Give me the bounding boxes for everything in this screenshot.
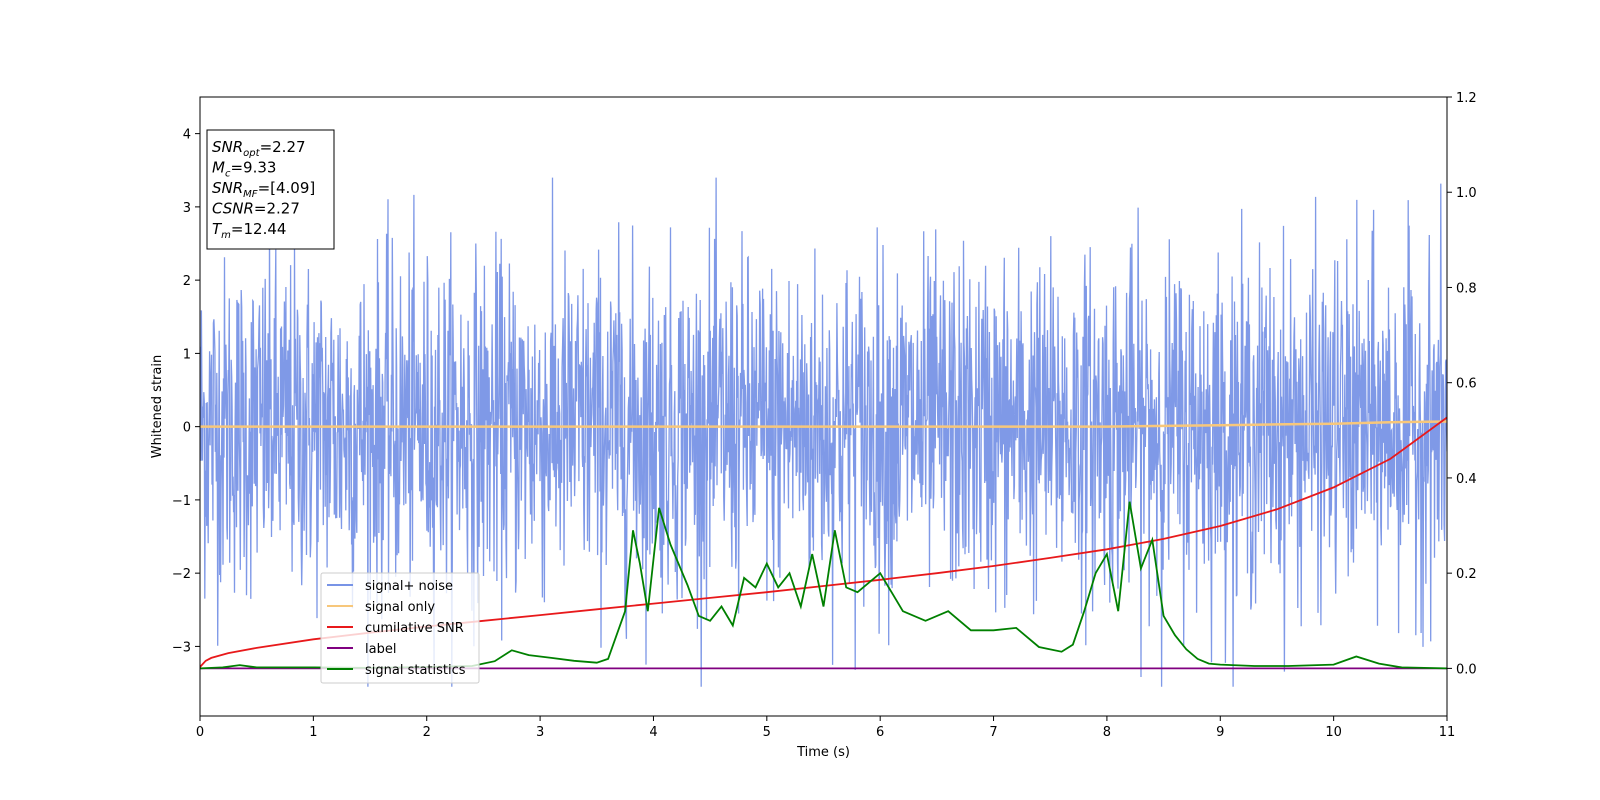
right-y-tick-label: 0.4 bbox=[1456, 472, 1477, 487]
info-line-main: T bbox=[212, 220, 223, 238]
info-line-value: =2.27 bbox=[260, 138, 306, 156]
y-tick-label: 3 bbox=[183, 201, 191, 216]
info-line: SNRMF=[4.09] bbox=[212, 179, 315, 200]
info-line-sub: m bbox=[221, 230, 231, 241]
right-y-tick-label: 1.0 bbox=[1456, 186, 1477, 201]
axes: 0 1 2 3 4 5 6 7 8 9 10 11 −3 −2 −1 0 1 2 3 4 0.0 0.2 0.4 0.6 0.8… bbox=[150, 91, 1477, 760]
info-line-main: SNR bbox=[212, 138, 243, 156]
y-tick-label: 1 bbox=[183, 347, 191, 362]
info-line-main: M bbox=[212, 159, 225, 177]
series-line-signal-statistics bbox=[200, 501, 1447, 670]
y-tick-label: 2 bbox=[183, 274, 191, 289]
info-line: SNRopt=2.27 bbox=[212, 138, 306, 159]
info-box-frame bbox=[206, 129, 335, 250]
x-tick-label: 5 bbox=[763, 725, 771, 740]
info-line-sub: c bbox=[225, 169, 231, 180]
info-line: Tm=12.44 bbox=[212, 220, 286, 241]
info-line-value: =9.33 bbox=[230, 159, 276, 177]
info-line-main: CSNR bbox=[212, 200, 254, 218]
info-line: CSNR=2.27 bbox=[212, 200, 300, 218]
right-y-tick-label: 0.6 bbox=[1456, 377, 1477, 392]
right-y-tick-label: 0.8 bbox=[1456, 281, 1477, 296]
info-box: SNRopt=2.27Mc=9.33SNRMF=[4.09]CSNR=2.27T… bbox=[206, 129, 335, 250]
legend-label: signal only bbox=[365, 600, 435, 615]
info-line-value: =2.27 bbox=[254, 200, 300, 218]
y-tick-label: −2 bbox=[172, 567, 191, 582]
legend-label: label bbox=[365, 642, 396, 657]
x-tick-label: 3 bbox=[536, 725, 544, 740]
x-tick-label: 9 bbox=[1216, 725, 1224, 740]
x-tick-label: 8 bbox=[1103, 725, 1111, 740]
y-tick-label: 4 bbox=[183, 128, 191, 143]
y-tick-label: −3 bbox=[172, 640, 191, 655]
info-line: Mc=9.33 bbox=[212, 159, 276, 180]
info-line-main: SNR bbox=[212, 179, 243, 197]
right-y-tick-label: 1.2 bbox=[1456, 91, 1477, 106]
legend-frame bbox=[320, 572, 480, 684]
y-axis-label: Whitened strain bbox=[150, 355, 165, 458]
series-line-cumilative-snr bbox=[200, 416, 1447, 668]
x-tick-label: 1 bbox=[309, 725, 317, 740]
x-tick-label: 6 bbox=[876, 725, 884, 740]
x-tick-label: 0 bbox=[196, 725, 204, 740]
x-tick-label: 2 bbox=[423, 725, 431, 740]
info-line-sub: opt bbox=[243, 148, 260, 159]
x-axis-label: Time (s) bbox=[796, 745, 850, 760]
legend: signal+ noise signal only cumilative SNR la… bbox=[320, 572, 480, 684]
x-tick-label: 7 bbox=[989, 725, 997, 740]
info-line-value: =[4.09] bbox=[258, 179, 316, 197]
legend-label: cumilative SNR bbox=[365, 621, 464, 636]
right-y-tick-label: 0.0 bbox=[1456, 662, 1477, 677]
series-line-signal-noise bbox=[200, 177, 1447, 687]
info-line-sub: MF bbox=[243, 189, 258, 200]
y-tick-label: 0 bbox=[183, 421, 191, 436]
legend-label: signal statistics bbox=[365, 663, 466, 678]
info-line-value: =12.44 bbox=[231, 220, 287, 238]
y-tick-label: −1 bbox=[172, 494, 191, 509]
series-line-signal-only bbox=[200, 420, 1447, 428]
x-tick-label: 4 bbox=[649, 725, 657, 740]
x-tick-label: 10 bbox=[1325, 725, 1342, 740]
legend-label: signal+ noise bbox=[365, 579, 453, 594]
right-y-tick-label: 0.2 bbox=[1456, 567, 1477, 582]
x-tick-label: 11 bbox=[1439, 725, 1456, 740]
axes-frame bbox=[199, 96, 1448, 717]
